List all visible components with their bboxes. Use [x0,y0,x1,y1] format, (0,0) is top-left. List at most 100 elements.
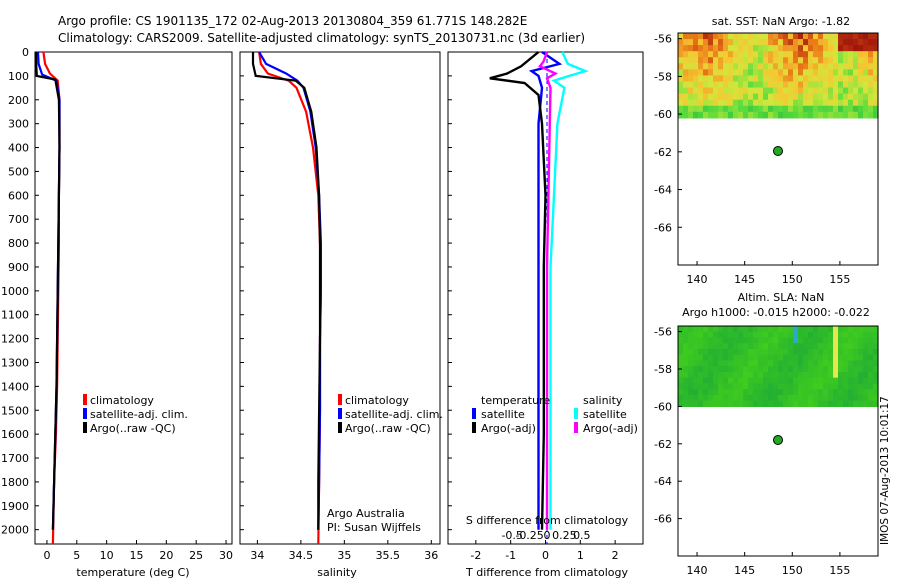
heatmap-cell [858,81,864,89]
heatmap-cell [683,366,689,373]
heatmap-cell [778,57,784,64]
heatmap-cell [728,87,734,95]
heatmap-cell [863,63,869,70]
heatmap-cell [688,354,694,362]
heatmap-cell [843,360,849,367]
heatmap-cell [768,81,774,89]
heatmap-cell [683,360,689,367]
heatmap-cell [813,348,819,356]
heatmap-cell [753,33,759,40]
heatmap-cell [818,371,824,379]
heatmap-cell [763,331,769,339]
heatmap-cell [708,337,714,344]
heatmap-cell [718,51,724,58]
heatmap-cell [853,63,859,70]
heatmap-cell [858,371,864,379]
heatmap-cell [848,326,854,333]
heatmap-cell [688,57,694,64]
heatmap-cell [693,377,699,385]
heatmap-cell [808,389,814,396]
heatmap-cell [813,371,819,379]
heatmap-cell [743,366,749,373]
salinity-tick-label: 36 [424,549,438,562]
heatmap-cell [798,99,804,107]
heatmap-cell [733,99,739,107]
heatmap-cell [838,343,844,350]
heatmap-cell [693,93,699,101]
heatmap-cell [703,51,709,58]
heatmap-cell [728,331,734,339]
sla-map-frame [677,325,879,557]
heatmap-cell [793,69,799,77]
heatmap-cell [833,93,839,101]
heatmap-cell [678,81,684,89]
heatmap-cell [803,371,809,379]
heatmap-cell [788,389,794,396]
heatmap-cell [728,371,734,379]
depth-tick-label: 1100 [1,309,29,322]
depth-tick-label: 700 [8,213,29,226]
heatmap-cell [733,51,739,58]
heatmap-cell [868,75,874,83]
heatmap-cell [768,377,774,385]
heatmap-cell [708,99,714,107]
heatmap-cell [818,354,824,362]
heatmap-cell [688,389,694,396]
t-diff-tick-label: -1 [505,549,516,562]
heatmap-cell [693,63,699,70]
heatmap-cell [738,81,744,89]
heatmap-cell [853,51,859,58]
heatmap-cell [843,343,849,350]
heatmap-cell [748,389,754,396]
heatmap-cell [708,33,714,40]
heatmap-cell [853,39,859,46]
heatmap-cell [708,57,714,64]
heatmap-cell [753,87,759,95]
heatmap-cell [778,99,784,107]
heatmap-cell [758,45,764,52]
heatmap-cell [703,105,709,113]
heatmap-cell [768,389,774,396]
heatmap-cell [863,394,869,402]
sla-map-panel: Altim. SLA: NaN Argo h1000: -0.015 h2000… [654,291,879,577]
heatmap-cell [713,87,719,95]
heatmap-cell [738,400,744,407]
heatmap-cell [773,69,779,77]
heatmap-cell [753,69,759,77]
heatmap-cell [763,39,769,46]
heatmap-cell [753,93,759,101]
heatmap-cell [683,371,689,379]
heatmap-cell [748,33,754,40]
heatmap-cell [823,33,829,40]
heatmap-cell [788,45,794,52]
s-diff-tick-label: 0.25 [552,529,577,542]
heatmap-cell [828,394,834,402]
heatmap-cell [788,337,794,344]
heatmap-cell [733,81,739,89]
heatmap-cell [858,366,864,373]
heatmap-cell [873,33,879,40]
heatmap-cell [803,105,809,113]
heatmap-cell [853,105,859,113]
heatmap-cell [863,343,869,350]
legend-climatology: climatology [345,394,409,407]
heatmap-cell [773,51,779,58]
legend-argo: Argo(..raw -QC) [90,422,176,435]
heatmap-cell [738,377,744,385]
heatmap-cell [683,51,689,58]
heatmap-cell [683,57,689,64]
heatmap-cell [698,394,704,402]
heatmap-cell [693,69,699,77]
heatmap-cell [723,87,729,95]
heatmap-cell [768,394,774,402]
heatmap-cell [843,394,849,402]
heatmap-cell [768,366,774,373]
heatmap-cell [763,360,769,367]
heatmap-cell [783,394,789,402]
heatmap-cell [848,45,854,52]
heatmap-cell [798,51,804,58]
heatmap-cell [833,400,839,407]
t-diff-tick-label: 2 [612,549,619,562]
depth-tick-label: 1500 [1,404,29,417]
heatmap-cell [678,343,684,350]
